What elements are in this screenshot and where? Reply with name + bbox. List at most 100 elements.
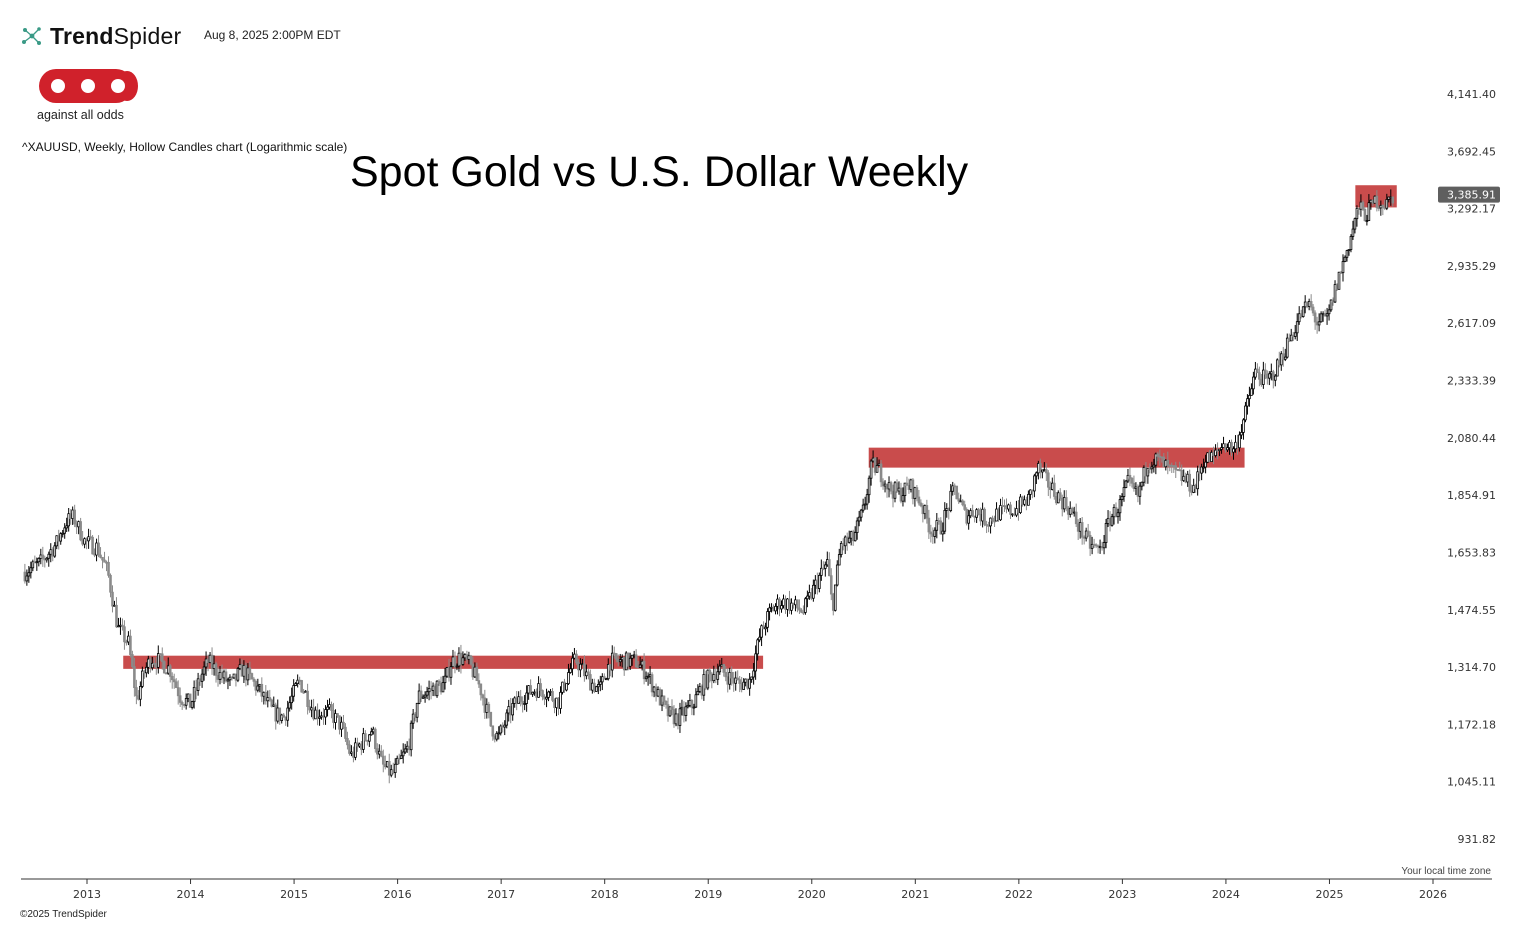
candle <box>202 661 206 681</box>
candle <box>1222 436 1225 448</box>
candle <box>485 698 489 719</box>
candle <box>973 515 976 523</box>
candle <box>270 698 274 708</box>
candle <box>385 760 389 768</box>
candle <box>806 590 809 608</box>
candle <box>1325 307 1329 325</box>
candle <box>1156 451 1160 462</box>
candle <box>322 708 325 725</box>
candle <box>1206 452 1209 464</box>
candle <box>1373 195 1377 204</box>
candle <box>1287 333 1291 343</box>
candle <box>798 599 801 615</box>
candle <box>103 551 106 563</box>
candle <box>646 672 650 686</box>
candle <box>1220 443 1223 454</box>
candle <box>61 529 65 538</box>
candle <box>497 726 501 740</box>
candle <box>618 653 622 667</box>
candle <box>1015 500 1018 518</box>
candle <box>1072 506 1076 517</box>
candle <box>133 657 136 697</box>
candle <box>302 688 305 694</box>
candle <box>459 644 463 674</box>
candle <box>1082 535 1086 545</box>
candle <box>1375 190 1379 212</box>
candle <box>579 658 582 678</box>
candle <box>1047 470 1050 497</box>
candle <box>79 517 82 542</box>
candle <box>318 709 321 726</box>
candle <box>879 460 883 488</box>
candle <box>1319 311 1323 323</box>
candle <box>290 687 293 710</box>
candle <box>778 597 781 617</box>
candle <box>1134 482 1138 496</box>
timezone-selector[interactable]: Your local time zone <box>1401 866 1491 877</box>
candle <box>188 693 192 708</box>
x-tick-label: 2016 <box>384 888 412 901</box>
candle <box>909 478 913 493</box>
candle <box>445 666 449 678</box>
candle <box>244 662 248 687</box>
candle <box>431 682 435 697</box>
candle <box>483 689 487 719</box>
candle <box>87 528 90 549</box>
candle <box>808 584 811 600</box>
candle <box>907 478 911 494</box>
candle <box>224 668 228 683</box>
candle <box>525 685 528 712</box>
candle <box>1124 479 1128 489</box>
candle <box>714 667 718 684</box>
candle <box>1150 461 1154 474</box>
candle <box>53 542 57 558</box>
candle <box>595 685 598 692</box>
candle <box>254 679 258 696</box>
candle <box>567 663 570 686</box>
x-tick-label: 2018 <box>591 888 619 901</box>
candle <box>119 617 122 635</box>
candle <box>1180 464 1184 486</box>
candle <box>246 663 250 686</box>
candle <box>750 676 753 683</box>
candle <box>57 529 61 550</box>
candle <box>429 681 433 700</box>
candle <box>1345 249 1349 262</box>
candle <box>449 662 453 685</box>
candle <box>583 655 586 682</box>
candle <box>262 691 266 705</box>
candle <box>272 696 276 707</box>
candle <box>993 515 996 528</box>
candle <box>1254 361 1257 380</box>
candle <box>338 715 341 735</box>
candle <box>370 727 373 736</box>
candle <box>557 697 560 716</box>
candle <box>1301 306 1305 318</box>
candle <box>517 691 520 704</box>
candle <box>306 683 309 715</box>
candle <box>1289 328 1293 342</box>
candle <box>820 559 823 581</box>
candle <box>947 507 951 520</box>
last-price-label: 3,385.91 <box>1447 189 1496 202</box>
candle <box>688 693 692 708</box>
candle <box>1080 517 1084 545</box>
candle <box>151 656 154 671</box>
candle <box>1106 510 1110 528</box>
candle <box>180 700 184 710</box>
candle <box>696 684 700 696</box>
chart-timestamp: Aug 8, 2025 2:00PM EDT <box>204 28 341 42</box>
candle <box>835 560 839 587</box>
candle <box>1297 306 1301 325</box>
candle <box>744 678 747 687</box>
candle <box>111 585 114 613</box>
candle <box>925 499 929 524</box>
candle <box>286 700 290 727</box>
candle <box>1246 394 1249 415</box>
candle <box>491 725 495 741</box>
candle <box>1070 506 1074 516</box>
candle <box>1321 311 1325 322</box>
candle <box>853 526 857 542</box>
candle <box>1242 418 1245 440</box>
